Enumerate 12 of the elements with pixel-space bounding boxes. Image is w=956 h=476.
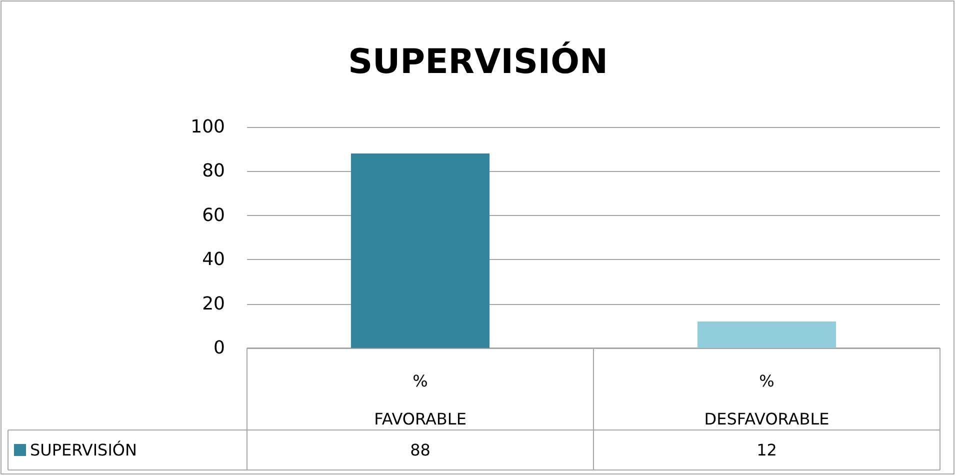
y-tick-label: 40 [202, 249, 225, 270]
x-tick-label: % FAVORABLE [374, 372, 466, 428]
y-tick-label: 80 [202, 160, 225, 182]
legend-label: SUPERVISIÓN [30, 440, 137, 460]
data-label: 12 [756, 440, 777, 460]
chart-title: SUPERVISIÓN [348, 41, 608, 82]
y-tick-label: 0 [214, 338, 225, 358]
y-tick-label: 20 [202, 293, 225, 314]
data-label: 88 [410, 440, 430, 460]
y-tick-label: 100 [190, 116, 225, 138]
x-tick-label: % DESFAVORABLE [704, 372, 830, 428]
y-tick-label: 60 [202, 204, 225, 226]
